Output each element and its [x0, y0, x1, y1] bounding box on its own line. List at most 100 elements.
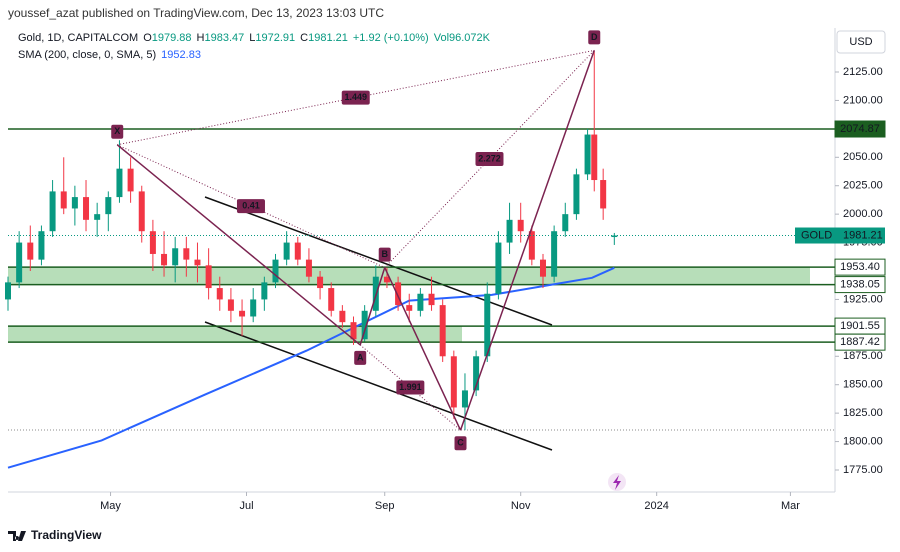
level-tag-label: 2074.87 [840, 123, 880, 135]
candle-body [183, 248, 190, 260]
level-tag [834, 258, 886, 276]
ratio-label: 0.41 [242, 201, 260, 211]
candle-body [484, 293, 491, 357]
candle-body [49, 191, 56, 232]
candle-body [328, 288, 335, 311]
ohlc-value: 1972.91 [255, 32, 295, 44]
x-tick-label: Jul [239, 500, 253, 512]
y-tick-label: 2050.00 [843, 151, 883, 163]
candle-body [539, 259, 546, 277]
candle-body [305, 259, 312, 277]
ohlc-value: 1983.47 [205, 32, 245, 44]
candle-body [383, 276, 390, 283]
candle-body [38, 231, 45, 260]
brand-name: TradingView [31, 528, 102, 542]
candle-body [250, 299, 257, 317]
level-tag-label: 1938.05 [840, 278, 880, 290]
level-tag [834, 120, 886, 138]
ohlc-value: 1979.88 [152, 32, 192, 44]
y-tick-label: 2125.00 [843, 66, 883, 78]
candle-body [461, 390, 468, 408]
candle-body [350, 322, 357, 340]
candle-body [216, 288, 223, 300]
candle-body [473, 356, 480, 391]
candle-body [16, 242, 23, 283]
x-tick-label: Nov [511, 500, 531, 512]
ratio-box [396, 380, 425, 395]
candle-body [584, 134, 591, 175]
candle-body [149, 231, 156, 254]
brand: TradingView [8, 528, 102, 542]
ratio-box [475, 151, 504, 166]
candle-body [194, 259, 201, 266]
candle-body [172, 248, 179, 266]
y-tick-label: 1800.00 [843, 435, 883, 447]
candle-body [138, 191, 145, 232]
point-label: C [457, 438, 464, 448]
price-tag-name: GOLD [801, 229, 832, 241]
ratio-box [341, 90, 370, 105]
level-tag-label: 1887.42 [840, 336, 880, 348]
candle-body [611, 235, 618, 238]
channel-line [204, 321, 553, 451]
level-tag [834, 333, 886, 351]
candle-body [551, 231, 558, 277]
candle-body [227, 299, 234, 311]
y-tick-label: 1775.00 [843, 464, 883, 476]
candle-body [116, 168, 123, 198]
candle-body [439, 305, 446, 357]
candle-body [317, 276, 324, 289]
y-tick-label: 2025.00 [843, 180, 883, 192]
publish-info: youssef_azat published on TradingView.co… [8, 6, 384, 20]
x-tick-label: 2024 [644, 500, 668, 512]
level-tag [834, 276, 886, 294]
currency-button[interactable] [836, 30, 886, 54]
point-label: B [381, 249, 388, 259]
candle-body [105, 197, 112, 215]
candle-body [428, 293, 435, 306]
support-zone [8, 267, 810, 285]
events-icon-bolt [613, 475, 621, 490]
pattern-leg [359, 267, 386, 346]
point-box [111, 124, 124, 139]
y-tick-label: 2100.00 [843, 94, 883, 106]
candle-body [361, 310, 368, 340]
pattern-leg [384, 267, 462, 431]
x-tick-label: May [100, 500, 121, 512]
symbol: Gold, 1D, CAPITALCOM [18, 32, 138, 44]
candle-body [562, 214, 569, 232]
candle-body [339, 310, 346, 323]
candle-body [395, 282, 402, 306]
point-label: X [114, 126, 120, 136]
ratio-label: 1.991 [399, 382, 422, 392]
candle-body [5, 282, 11, 300]
sma-value: 1952.83 [161, 49, 201, 61]
candle-body [600, 180, 607, 209]
candle-body [294, 242, 301, 260]
ohlc-label: C [300, 32, 308, 44]
price-tag-bg [795, 227, 885, 244]
x-tick-label: Sep [375, 500, 395, 512]
change: +1.92 (+0.10%) [353, 32, 429, 44]
candle-body [406, 305, 413, 311]
candle-body [417, 293, 424, 311]
candle-body [591, 134, 598, 181]
y-tick-label: 2000.00 [843, 208, 883, 220]
brand-logo [8, 531, 26, 541]
ratio-box [236, 199, 265, 214]
candle-body [71, 197, 78, 209]
candle-body [283, 242, 290, 260]
point-label: D [591, 32, 598, 42]
candle-body [83, 197, 90, 220]
price-tag-value: 1981.21 [843, 229, 883, 241]
candle-body [495, 242, 502, 294]
pattern-ratio-line [359, 344, 461, 431]
candle-body [127, 168, 134, 192]
candle-body [528, 231, 535, 260]
y-tick-label: 1925.00 [843, 293, 883, 305]
candle-body [517, 219, 524, 232]
channel-line [204, 196, 553, 326]
point-box [588, 30, 601, 45]
ohlc-label: L [249, 32, 255, 44]
